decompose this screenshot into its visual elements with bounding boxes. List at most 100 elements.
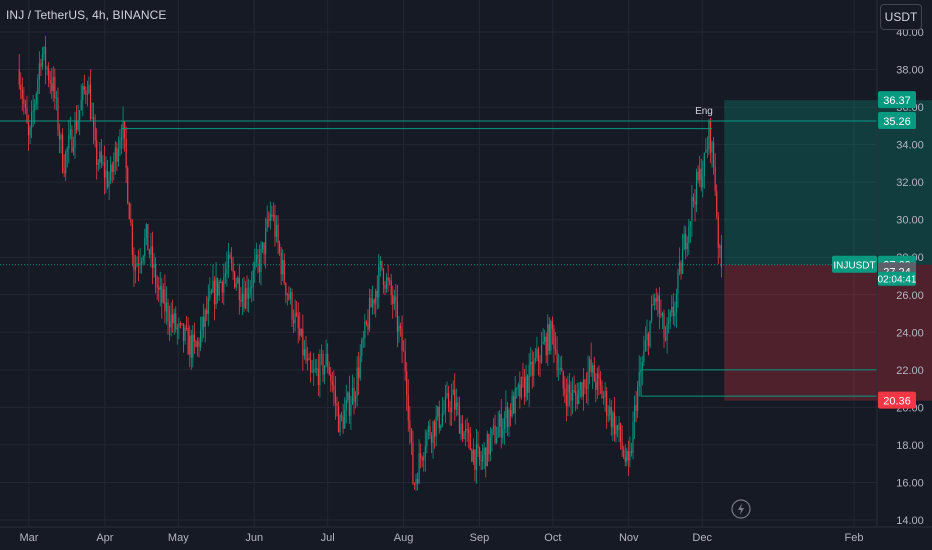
candle-body — [305, 349, 307, 361]
candle-body — [31, 111, 33, 128]
candle-body — [606, 391, 608, 416]
candle-body — [54, 76, 56, 99]
candle-body — [168, 321, 171, 328]
candle-body — [80, 99, 82, 111]
candle-body — [184, 327, 186, 342]
candle-body — [379, 260, 381, 266]
horizontal-lines[interactable] — [0, 120, 877, 266]
candle-body — [362, 338, 364, 341]
candle-body — [661, 313, 664, 316]
candle-body — [561, 367, 563, 372]
candle-body — [32, 110, 34, 112]
candle-body — [173, 313, 175, 324]
candle-body — [615, 425, 617, 435]
candle-body — [446, 393, 448, 397]
candle-body — [254, 262, 256, 271]
candle-body — [46, 68, 48, 70]
candle-body — [289, 292, 292, 300]
candle-body — [649, 320, 651, 346]
candle-body — [328, 366, 330, 375]
lightning-icon-circle — [731, 499, 751, 519]
candle-body — [478, 447, 481, 460]
time-axis[interactable]: MarAprMayJunJulAugSepOctNovDec2025Feb — [0, 526, 932, 544]
candle-body — [378, 265, 380, 298]
candle-body — [220, 282, 222, 284]
currency-button[interactable]: USDT — [880, 4, 922, 30]
candle-body — [124, 121, 126, 139]
symbol-tag-bg — [832, 255, 877, 273]
candle-body — [682, 249, 684, 274]
candle-body — [204, 309, 206, 327]
candle-body — [82, 86, 84, 100]
candle-body — [178, 323, 180, 328]
candle-body — [308, 358, 310, 361]
candle-body — [217, 277, 219, 296]
candle-body — [134, 266, 137, 271]
time-tick-label: Nov — [619, 532, 639, 544]
candle-body — [654, 298, 656, 305]
price-tick-label: 16.00 — [896, 477, 924, 489]
candle-body — [296, 312, 298, 316]
candle-body — [299, 328, 301, 336]
time-tick-label: May — [168, 532, 189, 544]
candle-body — [88, 84, 90, 94]
candle-body — [500, 414, 502, 438]
candle-body — [302, 329, 304, 356]
lightning-icon[interactable] — [731, 499, 751, 519]
candle-body — [323, 365, 326, 375]
candle-body — [167, 302, 169, 322]
candle-body — [627, 451, 629, 461]
candle-body — [647, 333, 650, 346]
time-tick-label: Oct — [544, 532, 561, 544]
candle-body — [261, 242, 264, 249]
candle-body — [499, 414, 501, 427]
candle-body — [641, 362, 643, 371]
candle-body — [283, 260, 285, 284]
candle-body — [327, 353, 329, 367]
candle-body — [638, 372, 640, 387]
candle-body — [658, 295, 660, 314]
candle-body — [530, 361, 532, 365]
candle-body — [353, 387, 355, 402]
candle-body — [292, 319, 295, 324]
candle-body — [384, 284, 386, 289]
candle-body — [136, 263, 138, 267]
candle-body — [375, 290, 377, 304]
candle-body — [43, 46, 45, 55]
candle-body — [604, 391, 606, 397]
candle-body — [358, 367, 360, 379]
candle-body — [69, 129, 71, 135]
candle-body — [272, 215, 275, 217]
candle-body — [317, 368, 319, 385]
price-tick-label: 40.00 — [896, 27, 924, 39]
candle-body — [709, 121, 712, 153]
candle-body — [671, 306, 673, 313]
candle-body — [213, 280, 216, 305]
candle-body — [322, 354, 324, 375]
candle-body — [465, 429, 467, 433]
candle-body — [252, 270, 254, 287]
candle-body — [547, 324, 549, 356]
price-tick-label: 18.00 — [896, 440, 924, 452]
candle-body — [127, 167, 129, 204]
candle-body — [451, 395, 453, 413]
candle-body — [103, 162, 106, 178]
candle-body — [218, 282, 220, 296]
price-axis[interactable]: 40.0038.0036.0034.0032.0030.0028.0026.00… — [896, 27, 924, 527]
candle-body — [27, 122, 30, 136]
candle-body — [520, 377, 523, 398]
candle-body — [373, 299, 375, 304]
candle-body — [564, 388, 566, 395]
candle-body — [144, 238, 146, 256]
candle-body — [271, 214, 273, 217]
symbol-info[interactable]: INJ / TetherUS, 4h, BINANCE — [6, 8, 167, 22]
candle-body — [719, 245, 721, 248]
candle-body — [334, 390, 337, 404]
price-label-text: 36.37 — [883, 95, 911, 107]
price-tick-label: 34.00 — [896, 140, 924, 152]
candle-body — [286, 294, 288, 296]
candle-body — [243, 293, 245, 309]
candle-body — [482, 454, 484, 462]
